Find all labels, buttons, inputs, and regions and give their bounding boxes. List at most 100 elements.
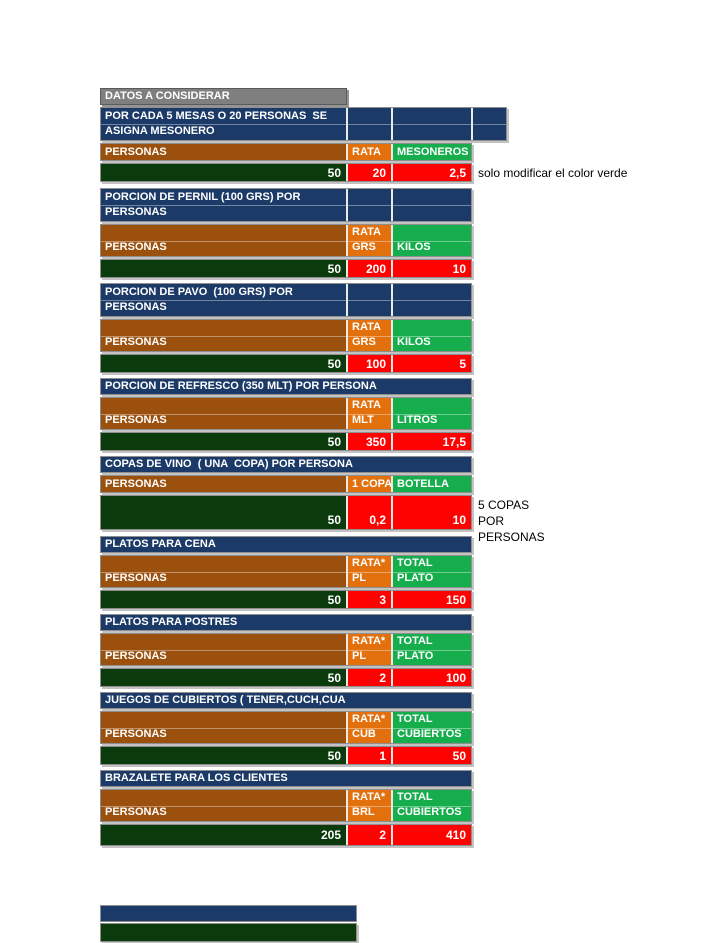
section-title-row: COPAS DE VINO ( UNA COPA) POR PERSONA [100,456,472,473]
result-header-cell: KILOS [391,320,471,351]
value-row: 50 2 100 [100,668,472,687]
column-header-row: PERSONAS RATA* PL TOTAL PLATO [100,633,472,666]
column-header-row: PERSONAS RATA MESONEROS [100,143,472,161]
rata-value-cell: 20 [346,164,391,181]
personas-header-cell: PERSONAS [101,634,346,665]
next-section-value-bar [100,923,357,942]
personas-header-cell: PERSONAS [101,712,346,743]
section-title-row: PORCION DE PERNIL (100 GRS) POR PERSONAS [100,188,472,222]
section-title: PLATOS PARA POSTRES [101,615,471,630]
value-row: 50 20 2,5 solo modificar el color verde [100,163,627,182]
empty-cell [471,108,506,140]
next-section-title-bar [100,905,357,922]
section-title-row: PLATOS PARA POSTRES [100,614,472,631]
personas-value-cell[interactable]: 50 [101,591,346,608]
section-title: BRAZALETE PARA LOS CLIENTES [101,771,471,786]
datos-header-label: DATOS A CONSIDERAR [101,89,346,104]
column-header-row: PERSONAS RATA GRS KILOS [100,319,472,352]
section-title-row: BRAZALETE PARA LOS CLIENTES [100,770,472,787]
personas-value-cell[interactable]: 50 [101,260,346,277]
result-value-cell: 10 [391,260,471,277]
result-value-cell: 5 [391,355,471,372]
rata-value-cell: 2 [346,669,391,686]
section-title-row: PORCION DE PAVO (100 GRS) POR PERSONAS [100,283,472,317]
column-header-row: PERSONAS RATA MLT LITROS [100,397,472,430]
value-row: 205 2 410 [100,824,472,846]
rata-header-cell: RATA GRS [346,320,391,351]
section-mesoneros: DATOS A CONSIDERAR POR CADA 5 MESAS O 20… [100,88,627,182]
personas-value-cell[interactable]: 50 [101,433,346,450]
personas-header-cell: PERSONAS [101,790,346,821]
personas-value-cell[interactable]: 50 [101,747,346,764]
rata-value-cell: 3 [346,591,391,608]
empty-cell [346,108,391,140]
rata-value-cell: 0,2 [346,496,391,529]
column-header-row: PERSONAS RATA* BRL TOTAL CUBIERTOS [100,789,472,822]
section-pernil: PORCION DE PERNIL (100 GRS) POR PERSONAS… [100,188,507,278]
section-refresco: PORCION DE REFRESCO (350 MLT) POR PERSON… [100,378,507,451]
result-value-cell: 2,5 [391,164,471,181]
datos-header-row: DATOS A CONSIDERAR [100,88,347,105]
section-title: COPAS DE VINO ( UNA COPA) POR PERSONA [101,457,471,472]
column-header-row: PERSONAS RATA GRS KILOS [100,224,472,257]
result-value-cell: 10 [391,496,471,529]
personas-value-cell[interactable]: 50 [101,496,346,529]
section-platos-postres: PLATOS PARA POSTRES PERSONAS RATA* PL TO… [100,614,507,687]
worksheet-area: DATOS A CONSIDERAR POR CADA 5 MESAS O 20… [100,88,627,851]
section-title: JUEGOS DE CUBIERTOS ( TENER,CUCH,CUA [101,693,471,708]
result-header-cell: LITROS [391,398,471,429]
column-header-row: PERSONAS 1 COPA BOTELLA [100,475,472,493]
personas-header-cell: PERSONAS [101,398,346,429]
section-platos-cena: PLATOS PARA CENA PERSONAS RATA* PL TOTAL… [100,536,507,609]
result-value-cell: 17,5 [391,433,471,450]
result-header-cell: KILOS [391,225,471,256]
result-value-cell: 410 [391,825,471,845]
personas-value-cell[interactable]: 50 [101,164,346,181]
section-title-row: JUEGOS DE CUBIERTOS ( TENER,CUCH,CUA [100,692,472,709]
note-green-cells: solo modificar el color verde [478,165,628,180]
note-copas: 5 COPAS POR PERSONAS [478,498,545,544]
value-row: 50 100 5 [100,354,472,373]
section-title: PLATOS PARA CENA [101,537,471,552]
empty-cell [391,189,471,221]
section-title: POR CADA 5 MESAS O 20 PERSONAS SE ASIGNA… [101,108,346,140]
result-header-cell: TOTAL CUBIERTOS [391,712,471,743]
result-header-cell: TOTAL PLATO [391,556,471,587]
personas-header-cell: PERSONAS [101,225,346,256]
rata-header-cell: RATA* BRL [346,790,391,821]
result-value-cell: 100 [391,669,471,686]
rata-value-cell: 1 [346,747,391,764]
section-title-row: PORCION DE REFRESCO (350 MLT) POR PERSON… [100,378,472,395]
empty-cell [346,189,391,221]
personas-header-cell: PERSONAS [101,320,346,351]
result-value-cell: 50 [391,747,471,764]
column-header-row: PERSONAS RATA* CUB TOTAL CUBIERTOS [100,711,472,744]
column-header-row: PERSONAS RATA* PL TOTAL PLATO [100,555,472,588]
personas-value-cell[interactable]: 50 [101,355,346,372]
rata-header-cell: RATA* CUB [346,712,391,743]
rata-value-cell: 100 [346,355,391,372]
result-header-cell: TOTAL PLATO [391,634,471,665]
section-title: PORCION DE REFRESCO (350 MLT) POR PERSON… [101,379,471,394]
section-title-row: POR CADA 5 MESAS O 20 PERSONAS SE ASIGNA… [100,107,507,141]
result-header-cell: BOTELLA [391,476,471,492]
rata-header-cell: RATA* PL [346,556,391,587]
personas-header-cell: PERSONAS [101,556,346,587]
section-title: PORCION DE PAVO (100 GRS) POR PERSONAS [101,284,346,316]
value-row: 50 3 150 [100,590,472,609]
rata-header-cell: RATA [346,144,391,160]
section-title-row: PLATOS PARA CENA [100,536,472,553]
value-row: 50 200 10 [100,259,472,278]
personas-value-cell[interactable]: 50 [101,669,346,686]
section-pavo: PORCION DE PAVO (100 GRS) POR PERSONAS P… [100,283,507,373]
empty-cell [391,108,471,140]
empty-cell [346,284,391,316]
section-brazalete: BRAZALETE PARA LOS CLIENTES PERSONAS RAT… [100,770,507,846]
value-row: 50 0,2 10 5 COPAS POR PERSONAS [100,495,545,544]
personas-header-cell: PERSONAS [101,144,346,160]
empty-cell [391,284,471,316]
section-cubiertos: JUEGOS DE CUBIERTOS ( TENER,CUCH,CUA PER… [100,692,507,765]
personas-header-cell: PERSONAS [101,476,346,492]
personas-value-cell[interactable]: 205 [101,825,346,845]
